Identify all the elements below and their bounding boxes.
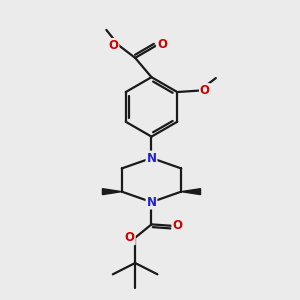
Polygon shape [181,189,200,195]
Text: O: O [125,231,135,244]
Text: N: N [146,196,157,208]
Text: O: O [200,84,210,97]
Text: N: N [146,152,157,164]
Text: O: O [157,38,167,51]
Polygon shape [102,189,122,195]
Text: O: O [108,39,118,52]
Text: O: O [172,219,182,232]
